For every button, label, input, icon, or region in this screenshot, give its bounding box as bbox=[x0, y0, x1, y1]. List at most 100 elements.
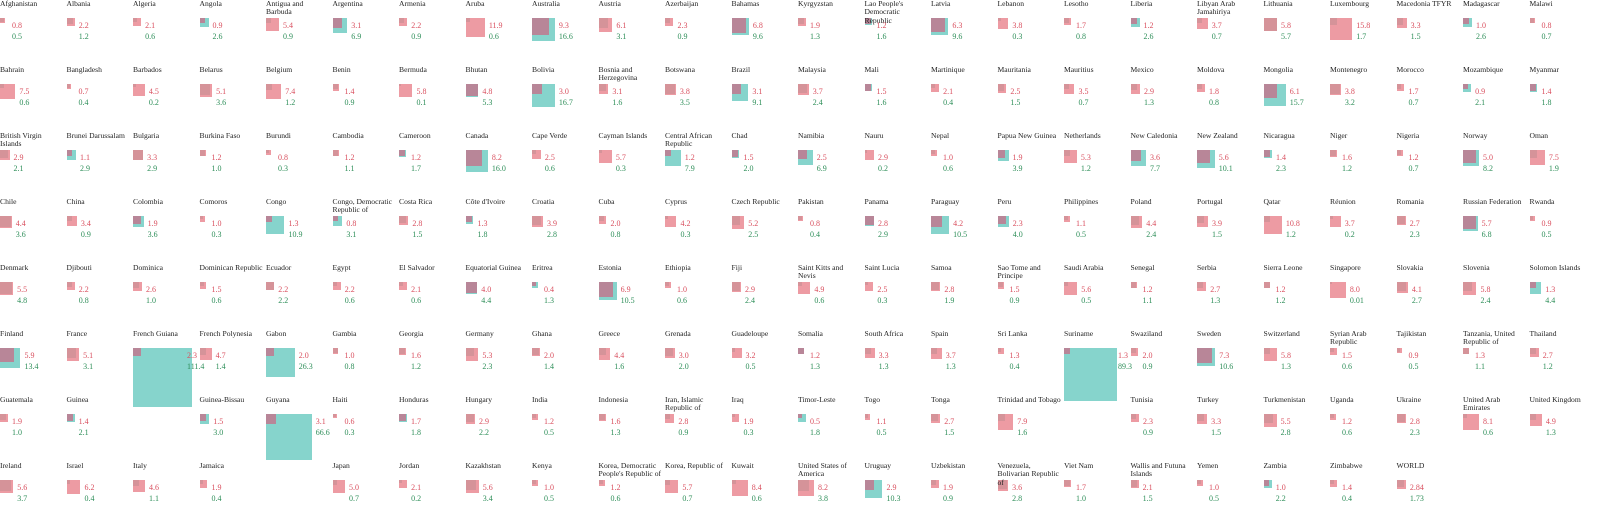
square-series-a bbox=[1064, 216, 1070, 222]
cell-country-name: Czech Republic bbox=[731, 197, 780, 206]
value-series-b: 13.4 bbox=[24, 362, 39, 371]
cell-country-name: Congo, Democratic Republic of bbox=[332, 197, 392, 215]
cell-country-name: Indonesia bbox=[598, 395, 629, 404]
cell-country-name: Solomon Islands bbox=[1529, 263, 1581, 272]
square-series-a bbox=[266, 348, 274, 356]
square-series-a bbox=[864, 348, 875, 359]
cell-country-name: Zimbabwe bbox=[1330, 461, 1363, 470]
value-series-a: 2.5 bbox=[816, 153, 827, 162]
value-series-a: 6.1 bbox=[616, 21, 627, 30]
value-series-b: 0.6 bbox=[344, 296, 355, 305]
chart-cell: British Virgin Islands 2.9 2.1 bbox=[0, 131, 66, 198]
value-series-a: 2.3 bbox=[1012, 219, 1023, 228]
chart-cell: Canada 8.2 16.0 bbox=[465, 131, 532, 198]
square-series-a bbox=[1330, 414, 1337, 421]
value-series-b: 1.8 bbox=[1541, 98, 1552, 107]
square-series-a bbox=[332, 480, 346, 493]
cell-country-name: Trinidad and Tobago bbox=[997, 395, 1061, 404]
value-series-b: 9.6 bbox=[752, 32, 763, 41]
chart-cell: Cambodia 1.2 1.1 bbox=[332, 131, 399, 198]
value-series-b: 2.1 bbox=[13, 164, 24, 173]
value-series-a: 1.0 bbox=[943, 153, 953, 162]
chart-cell: Armenia 2.2 0.9 bbox=[399, 0, 465, 66]
cell-country-name: Benin bbox=[332, 65, 351, 74]
value-series-a: 9.3 bbox=[558, 21, 569, 30]
value-series-a: 5.8 bbox=[1280, 351, 1291, 360]
value-series-a: 5.6 bbox=[17, 483, 28, 492]
square-series-a bbox=[665, 414, 675, 424]
cell-country-name: Togo bbox=[864, 395, 881, 404]
cell-country-name: Rwanda bbox=[1529, 197, 1555, 206]
value-series-b: 1.7 bbox=[1356, 32, 1367, 41]
cell-country-name: Guyana bbox=[266, 395, 290, 404]
value-series-b: 1.1 bbox=[149, 494, 159, 503]
value-series-a: 6.2 bbox=[84, 483, 95, 492]
cell-country-name: Congo bbox=[266, 197, 287, 206]
value-series-b: 2.9 bbox=[147, 164, 158, 173]
chart-cell: Australia 9.3 16.6 bbox=[532, 0, 598, 66]
value-series-b: 8.2 bbox=[1483, 164, 1494, 173]
value-series-a: 1.7 bbox=[411, 417, 421, 426]
cell-country-name: Fiji bbox=[731, 263, 743, 272]
cell-country-name: Timor-Leste bbox=[798, 395, 836, 404]
value-series-a: 4.8 bbox=[482, 87, 493, 96]
value-series-a: 2.5 bbox=[1010, 87, 1021, 96]
cell-country-name: Lithuania bbox=[1263, 0, 1293, 8]
square-series-a bbox=[1396, 480, 1406, 490]
cell-country-name: Egypt bbox=[332, 263, 351, 272]
cell-country-name: Panama bbox=[864, 197, 889, 206]
value-series-a: 0.8 bbox=[346, 219, 357, 228]
square-series-a bbox=[665, 282, 671, 288]
chart-cell: Brunei Darussalam 1.1 2.9 bbox=[66, 131, 133, 198]
cell-country-name: Hungary bbox=[465, 395, 493, 404]
cell-country-name: Argentina bbox=[332, 0, 363, 8]
chart-cell: Viet Nam 1.7 1.0 bbox=[1064, 461, 1130, 528]
value-series-b: 1.4 bbox=[215, 362, 226, 371]
square-series-a bbox=[1463, 216, 1477, 230]
chart-cell: United Arab Emirates 8.1 0.6 bbox=[1463, 395, 1529, 462]
square-series-a bbox=[931, 282, 941, 292]
value-series-b: 0.9 bbox=[943, 494, 953, 503]
square-series-a bbox=[997, 18, 1009, 29]
square-series-a bbox=[1330, 480, 1337, 487]
cell-country-name: Costa Rica bbox=[399, 197, 433, 206]
chart-cell: Switzerland 5.8 1.3 bbox=[1263, 329, 1330, 396]
value-series-a: 1.0 bbox=[344, 351, 355, 360]
square-series-a bbox=[997, 216, 1006, 225]
value-series-b: 10.9 bbox=[288, 230, 303, 239]
value-series-b: 0.2 bbox=[411, 494, 422, 503]
chart-cell: Lesotho 1.7 0.8 bbox=[1064, 0, 1130, 66]
chart-cell: Barbados 4.5 0.2 bbox=[133, 65, 199, 132]
value-series-a: 15.8 bbox=[1356, 21, 1371, 30]
value-series-b: 2.0 bbox=[743, 164, 754, 173]
square-series-a bbox=[399, 84, 413, 98]
square-series-a bbox=[864, 414, 871, 420]
value-series-a: 1.4 bbox=[1342, 483, 1352, 492]
cell-country-name: Uganda bbox=[1330, 395, 1354, 404]
chart-cell: Portugal 3.9 1.5 bbox=[1197, 197, 1263, 264]
square-series-a bbox=[1463, 282, 1477, 296]
cell-country-name: WORLD bbox=[1396, 461, 1425, 470]
square-series-a bbox=[66, 480, 81, 494]
value-series-b: 1.0 bbox=[146, 296, 157, 305]
cell-country-name: Lao People's Democratic Republic bbox=[864, 0, 904, 25]
value-series-b: 0.6 bbox=[751, 494, 762, 503]
square-series-a bbox=[731, 414, 740, 422]
cell-country-name: Guatemala bbox=[0, 395, 33, 404]
value-series-a: 2.0 bbox=[610, 219, 621, 228]
square-series-a bbox=[1263, 150, 1271, 157]
value-series-a: 7.5 bbox=[19, 87, 30, 96]
square-series-a bbox=[1330, 348, 1337, 355]
value-series-a: 1.5 bbox=[1342, 351, 1352, 360]
value-series-a: 5.3 bbox=[482, 351, 493, 360]
value-series-a: 11.9 bbox=[488, 21, 503, 30]
cell-country-name: Guadeloupe bbox=[731, 329, 769, 338]
cell-country-name: Bermuda bbox=[399, 65, 427, 74]
value-series-b: 2.9 bbox=[80, 164, 91, 173]
square-series-a bbox=[864, 150, 875, 160]
value-series-b: 3.2 bbox=[1344, 98, 1355, 107]
value-series-a: 2.5 bbox=[877, 285, 888, 294]
value-series-b: 2.4 bbox=[1146, 230, 1157, 239]
chart-cell: Guyana 3.1 66.6 bbox=[266, 395, 332, 462]
cell-country-name: Bolivia bbox=[532, 65, 555, 74]
